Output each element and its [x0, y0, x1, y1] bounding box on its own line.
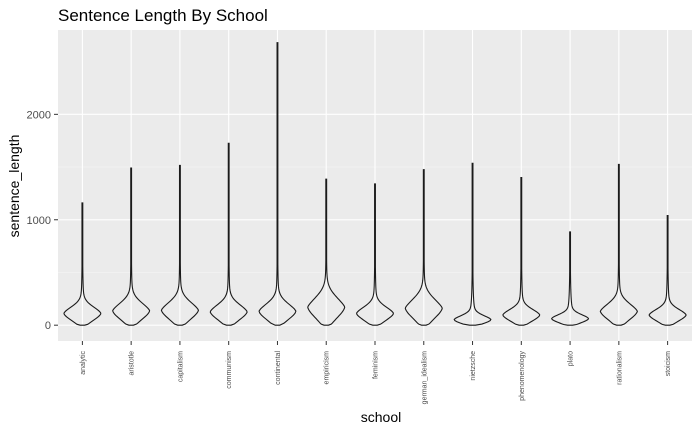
x-tick-label-rationalism: rationalism: [616, 351, 623, 385]
y-tick-label: 0: [45, 320, 51, 332]
x-tick-label-stoicism: stoicism: [665, 351, 672, 376]
x-tick-label-capitalism: capitalism: [177, 351, 184, 382]
x-tick-label-phenomenology: phenomenology: [519, 351, 526, 401]
violin-capitalism: [160, 164, 200, 326]
x-tick-label-feminism: feminism: [373, 351, 380, 379]
y-axis-title: sentence_length: [6, 135, 22, 238]
violin-analytic: [63, 202, 102, 326]
chart-title: Sentence Length By School: [58, 6, 268, 25]
x-tick-label-aristotle: aristotle: [129, 351, 136, 376]
violin-feminism: [356, 183, 394, 326]
violin-phenomenology: [502, 177, 541, 326]
x-tick-label-analytic: analytic: [80, 351, 87, 375]
violin-empiricism: [307, 178, 346, 326]
violin-rationalism: [599, 163, 638, 326]
y-axis: 0 1000 2000: [27, 109, 58, 332]
x-tick-label-nietzsche: nietzsche: [470, 351, 477, 381]
y-tick-label: 2000: [27, 109, 51, 121]
violin-continental: [258, 42, 297, 326]
x-axis: analytic aristotle capitalism communism cont…: [80, 341, 672, 404]
x-axis-title: school: [361, 409, 401, 425]
x-tick-label-empiricism: empiricism: [324, 351, 331, 385]
violin-stoicism: [648, 215, 687, 326]
violins: [63, 42, 687, 326]
violin-aristotle: [112, 167, 151, 326]
violin-nietzsche: [453, 162, 492, 326]
x-tick-label-plato: plato: [568, 351, 575, 366]
y-tick-label: 1000: [27, 215, 51, 227]
violin-communism: [209, 142, 248, 326]
x-tick-label-continental: continental: [275, 351, 282, 385]
x-tick-label-german_idealism: german_idealism: [421, 351, 428, 404]
x-tick-label-communism: communism: [226, 351, 233, 389]
violin-plato: [551, 231, 590, 326]
violin-german_idealism: [404, 169, 443, 326]
